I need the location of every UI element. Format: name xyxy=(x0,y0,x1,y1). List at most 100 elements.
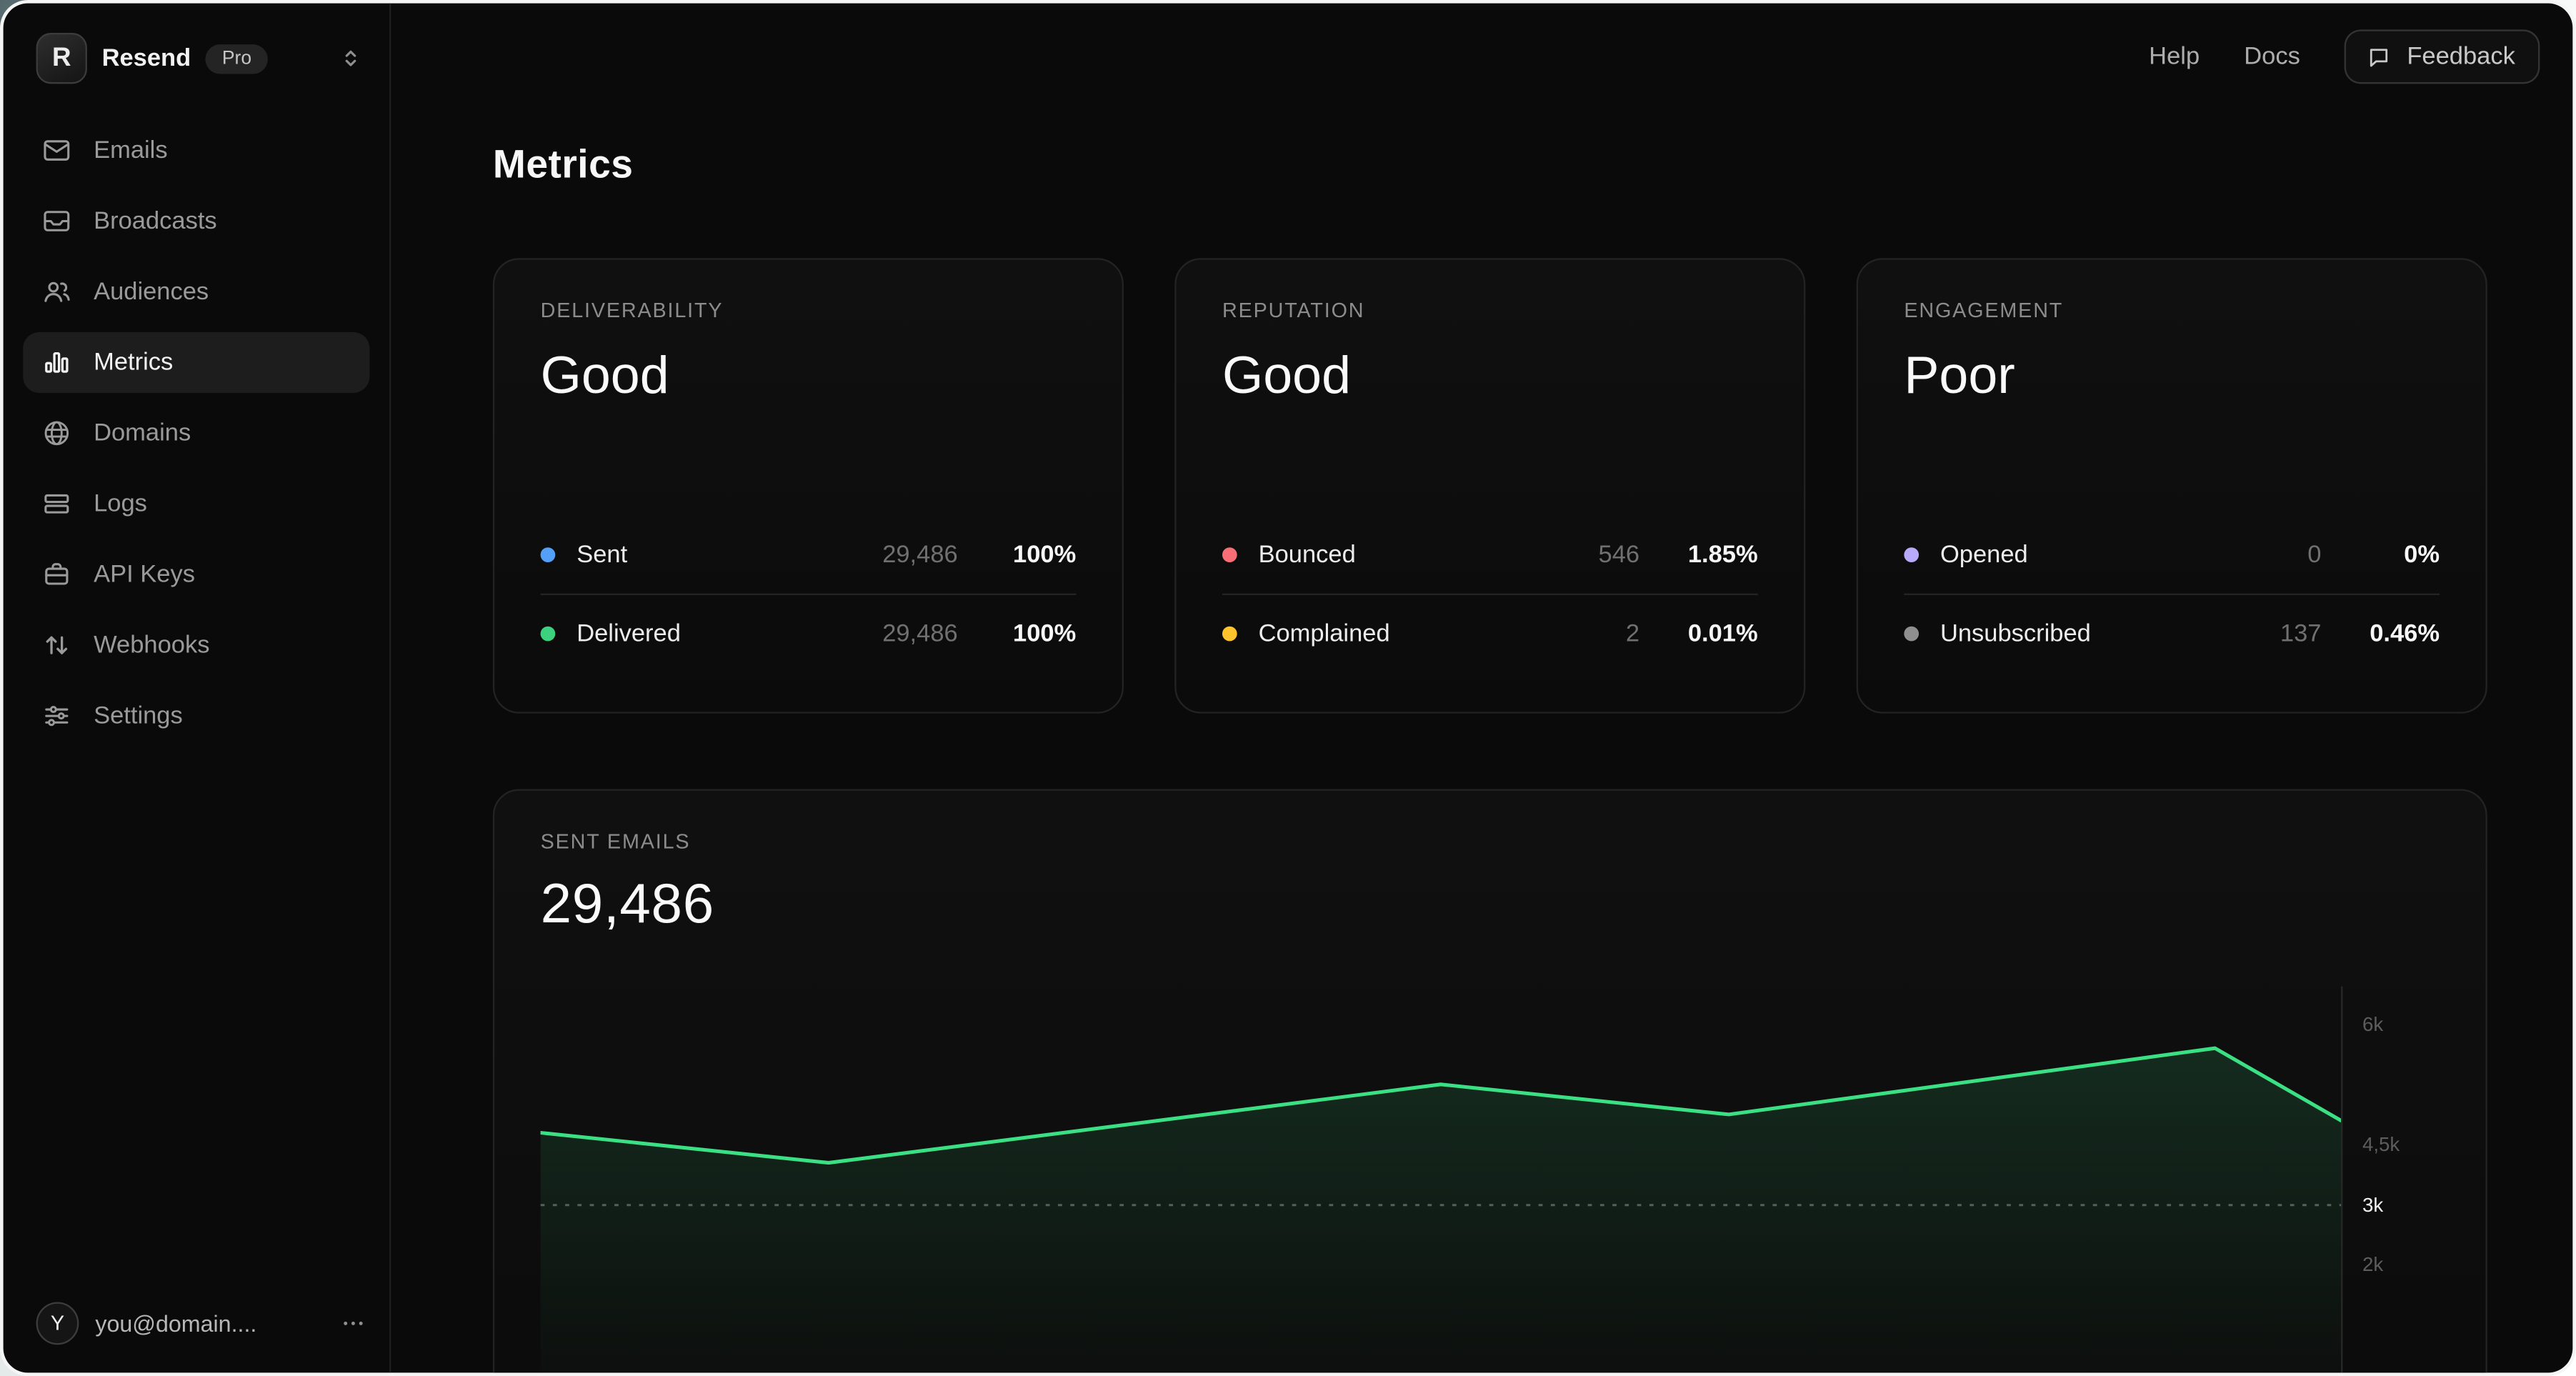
docs-link[interactable]: Docs xyxy=(2244,42,2300,71)
metric-value: 0 xyxy=(2307,541,2322,569)
briefcase-icon xyxy=(41,559,72,590)
plan-badge: Pro xyxy=(205,43,269,74)
metric-row-unsubscribed: Unsubscribed 137 0.46% xyxy=(1904,593,2440,672)
card-status: Poor xyxy=(1904,345,2015,405)
inbox-icon xyxy=(41,206,72,237)
sidebar-item-settings[interactable]: Settings xyxy=(23,686,369,747)
sidebar-item-domains[interactable]: Domains xyxy=(23,403,369,464)
sent-dot xyxy=(540,547,556,562)
sidebar: R Resend Pro Emails Broadcasts Audiences xyxy=(4,3,391,1373)
sidebar-item-label: Logs xyxy=(94,489,147,518)
deliverability-card: DELIVERABILITY Good Sent 29,486 100% Del… xyxy=(492,258,1124,714)
feedback-button-label: Feedback xyxy=(2407,42,2515,71)
metric-percent: 0.46% xyxy=(2370,619,2440,648)
sent-emails-card: SENT EMAILS 29,486 xyxy=(492,789,2487,1373)
sidebar-item-label: Metrics xyxy=(94,348,174,377)
metric-value: 546 xyxy=(1598,541,1640,569)
metric-percent: 1.85% xyxy=(1687,541,1758,569)
ellipsis-icon[interactable] xyxy=(340,1310,366,1337)
topbar: Help Docs Feedback xyxy=(391,4,2572,86)
metric-row-delivered: Delivered 29,486 100% xyxy=(540,593,1077,672)
metric-label: Sent xyxy=(576,541,628,569)
page-title: Metrics xyxy=(492,143,634,188)
card-status: Good xyxy=(540,345,669,405)
sidebar-item-label: Settings xyxy=(94,702,183,730)
sidebar-nav: Emails Broadcasts Audiences Metrics Doma… xyxy=(4,104,389,763)
feedback-button[interactable]: Feedback xyxy=(2344,29,2540,84)
metric-row-bounced: Bounced 546 1.85% xyxy=(1222,517,1758,594)
reputation-card: REPUTATION Good Bounced 546 1.85% Compla… xyxy=(1174,258,1806,714)
users-icon xyxy=(41,276,72,308)
unsubscribed-dot xyxy=(1904,626,1919,642)
sidebar-item-audiences[interactable]: Audiences xyxy=(23,261,369,322)
summary-cards: DELIVERABILITY Good Sent 29,486 100% Del… xyxy=(492,258,2487,714)
sidebar-item-label: Audiences xyxy=(94,277,209,306)
swap-arrows-icon xyxy=(41,629,72,661)
area-chart xyxy=(540,1046,2342,1373)
card-category: SENT EMAILS xyxy=(540,830,691,854)
sent-emails-chart[interactable]: 6k 4,5k 3k 2k xyxy=(540,986,2440,1373)
metric-value: 29,486 xyxy=(882,541,958,569)
sidebar-item-label: Emails xyxy=(94,136,168,165)
opened-dot xyxy=(1904,547,1919,562)
metric-label: Opened xyxy=(1940,541,2028,569)
metric-percent: 0.01% xyxy=(1687,619,1758,648)
chat-bubble-icon xyxy=(2366,44,2392,70)
card-category: ENGAGEMENT xyxy=(1904,299,2064,323)
sidebar-item-logs[interactable]: Logs xyxy=(23,474,369,534)
metric-row-sent: Sent 29,486 100% xyxy=(540,517,1076,594)
sidebar-item-emails[interactable]: Emails xyxy=(23,120,369,181)
chart-line xyxy=(540,1046,2342,1165)
account-email: you@domain.... xyxy=(95,1310,257,1337)
bounced-dot xyxy=(1222,547,1237,562)
metric-label: Complained xyxy=(1258,619,1390,648)
main-content: Help Docs Feedback Metrics DELIVERABILIT… xyxy=(391,4,2572,1373)
card-rows: Bounced 546 1.85% Complained 2 0.01% xyxy=(1222,517,1758,673)
workspace-name: Resend xyxy=(101,44,191,73)
card-category: DELIVERABILITY xyxy=(540,299,724,323)
metric-percent: 0% xyxy=(2404,541,2440,569)
metric-label: Bounced xyxy=(1258,541,1356,569)
unfold-more-icon[interactable] xyxy=(339,46,363,71)
sidebar-item-broadcasts[interactable]: Broadcasts xyxy=(23,191,369,251)
metric-percent: 100% xyxy=(1013,619,1077,648)
sidebar-item-label: Broadcasts xyxy=(94,206,217,236)
delivered-dot xyxy=(540,626,556,642)
avatar: Y xyxy=(36,1302,79,1345)
metric-label: Unsubscribed xyxy=(1940,619,2091,648)
globe-icon xyxy=(41,417,72,449)
account-row[interactable]: Y you@domain.... xyxy=(4,1279,389,1372)
engagement-card: ENGAGEMENT Poor Opened 0 0% Unsubscribed xyxy=(1856,258,2487,714)
card-rows: Opened 0 0% Unsubscribed 137 0.46% xyxy=(1904,517,2440,673)
metric-row-opened: Opened 0 0% xyxy=(1904,517,2440,594)
card-status: Good xyxy=(1222,345,1352,405)
metric-value: 2 xyxy=(1625,619,1640,648)
metric-label: Delivered xyxy=(576,619,681,648)
workspace-switcher[interactable]: R Resend Pro xyxy=(4,4,389,104)
metric-value: 29,486 xyxy=(882,619,958,648)
sent-emails-total: 29,486 xyxy=(540,872,714,936)
resend-logo-letter: R xyxy=(51,43,71,72)
y-tick-2k: 2k xyxy=(2362,1252,2384,1276)
y-tick-3k: 3k xyxy=(2362,1193,2384,1217)
resend-logo: R xyxy=(36,33,87,84)
help-link[interactable]: Help xyxy=(2149,42,2200,71)
bar-chart-icon xyxy=(41,347,72,379)
card-category: REPUTATION xyxy=(1222,299,1365,323)
metric-row-complained: Complained 2 0.01% xyxy=(1222,593,1758,672)
sidebar-item-webhooks[interactable]: Webhooks xyxy=(23,615,369,676)
y-tick-6k: 6k xyxy=(2362,1012,2384,1036)
sidebar-item-label: API Keys xyxy=(94,560,195,589)
sidebar-item-metrics[interactable]: Metrics xyxy=(23,331,370,393)
envelope-icon xyxy=(41,135,72,166)
metrics-page: Metrics DELIVERABILITY Good Sent 29,486 … xyxy=(391,143,2572,1373)
sliders-icon xyxy=(41,700,72,732)
chart-area-fill xyxy=(540,1048,2342,1373)
metric-value: 137 xyxy=(2280,619,2322,648)
rows-icon xyxy=(41,488,72,519)
sidebar-item-api-keys[interactable]: API Keys xyxy=(23,544,369,605)
sidebar-item-label: Webhooks xyxy=(94,631,210,659)
complained-dot xyxy=(1222,626,1237,642)
